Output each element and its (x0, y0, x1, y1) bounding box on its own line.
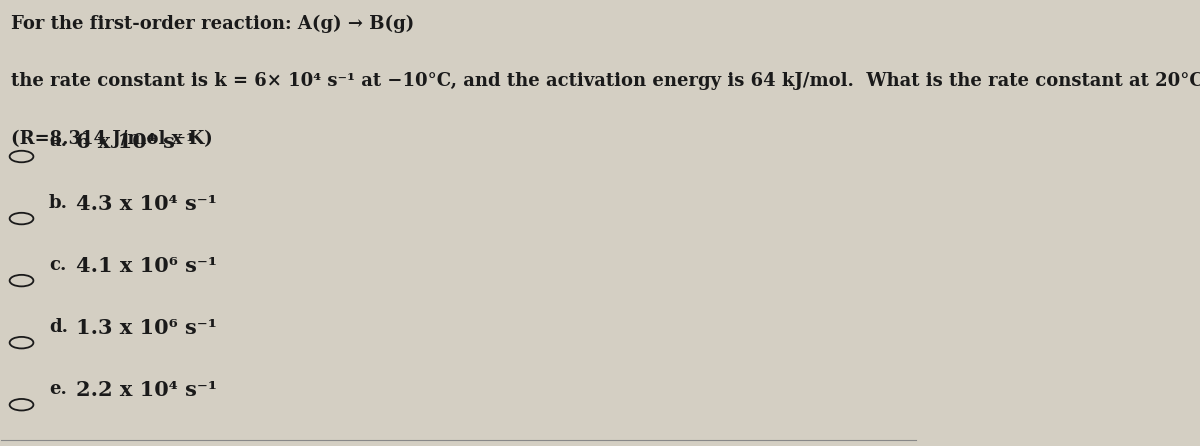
Text: For the first-order reaction: A(g) → B(g): For the first-order reaction: A(g) → B(g… (11, 15, 414, 33)
Text: a.: a. (49, 132, 67, 150)
Text: the rate constant is k = 6× 10⁴ s⁻¹ at −10°C, and the activation energy is 64 kJ: the rate constant is k = 6× 10⁴ s⁻¹ at −… (11, 72, 1200, 90)
Text: 1.3 x 10⁶ s⁻¹: 1.3 x 10⁶ s⁻¹ (77, 318, 217, 339)
Text: d.: d. (49, 318, 68, 336)
Text: 6 x 10⁴ s⁻¹: 6 x 10⁴ s⁻¹ (77, 132, 196, 152)
Text: e.: e. (49, 380, 67, 398)
Text: (R=8.314 J/mol x K): (R=8.314 J/mol x K) (11, 130, 212, 148)
Text: c.: c. (49, 256, 66, 274)
Text: 2.2 x 10⁴ s⁻¹: 2.2 x 10⁴ s⁻¹ (77, 380, 217, 401)
Text: 4.3 x 10⁴ s⁻¹: 4.3 x 10⁴ s⁻¹ (77, 194, 217, 214)
Text: b.: b. (49, 194, 68, 212)
Text: 4.1 x 10⁶ s⁻¹: 4.1 x 10⁶ s⁻¹ (77, 256, 217, 276)
